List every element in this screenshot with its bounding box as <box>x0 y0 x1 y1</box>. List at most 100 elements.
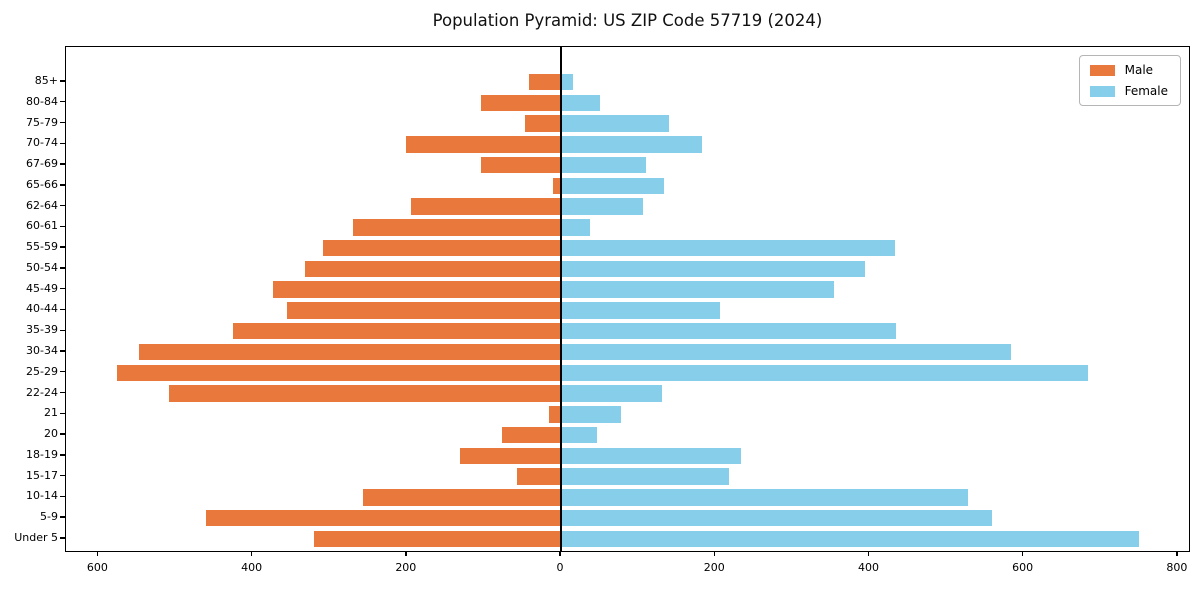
male-bar <box>480 156 562 174</box>
y-tick-mark <box>60 474 65 477</box>
y-tick-mark <box>60 454 65 456</box>
y-tick-label: Under 5 <box>14 530 58 544</box>
y-tick-label: 22-24 <box>26 385 58 399</box>
male-bar <box>411 198 562 215</box>
female-bar <box>561 198 643 215</box>
x-tick-label: 400 <box>241 561 263 574</box>
x-tick-mark <box>405 551 407 556</box>
x-tick-label: 800 <box>1166 561 1188 574</box>
female-bar <box>561 364 1089 382</box>
male-bar <box>168 385 562 402</box>
male-bar <box>233 322 562 340</box>
x-tick-label: 200 <box>395 561 417 574</box>
male-bar <box>528 73 562 91</box>
female-bar <box>561 322 896 340</box>
y-tick-mark <box>60 495 65 498</box>
y-tick-mark <box>60 412 65 414</box>
male-bar <box>116 364 562 382</box>
female-bar <box>561 239 895 257</box>
female-bar <box>561 468 730 485</box>
x-tick-mark <box>867 551 870 556</box>
male-bar <box>139 343 562 361</box>
male-bar <box>313 530 561 548</box>
y-tick-mark <box>60 267 65 269</box>
y-tick-mark <box>60 288 65 290</box>
male-bar <box>460 447 562 465</box>
female-bar <box>561 281 834 298</box>
female-bar <box>561 94 600 112</box>
y-tick-mark <box>60 80 65 82</box>
female-bar <box>561 426 598 444</box>
male-bar <box>272 281 562 298</box>
y-tick-mark <box>60 537 65 539</box>
y-tick-mark <box>60 371 65 373</box>
male-bar <box>205 509 562 527</box>
y-tick-label: 80-84 <box>26 94 58 108</box>
female-bar <box>561 177 665 195</box>
y-tick-label: 70-74 <box>26 136 58 150</box>
female-bar <box>561 219 590 236</box>
y-tick-label: 65-66 <box>26 177 58 191</box>
female-bar <box>561 302 720 319</box>
y-tick-label: 35-39 <box>26 323 58 337</box>
plot-area: Male Female <box>65 46 1190 552</box>
chart-title: Population Pyramid: US ZIP Code 57719 (2… <box>432 11 823 30</box>
y-tick-label: 40-44 <box>26 302 58 316</box>
male-bar <box>352 219 562 236</box>
y-tick-mark <box>60 246 65 248</box>
female-bar <box>561 509 993 527</box>
y-tick-mark <box>60 329 65 331</box>
y-tick-mark <box>60 142 65 144</box>
y-tick-mark <box>60 225 65 228</box>
male-bar <box>286 302 562 319</box>
y-tick-label: 20 <box>44 427 58 441</box>
male-bar <box>552 177 562 195</box>
y-tick-label: 18-19 <box>26 447 58 461</box>
y-tick-mark <box>60 516 65 518</box>
x-tick-label: 600 <box>86 561 108 574</box>
y-tick-label: 85+ <box>34 74 58 87</box>
female-bar <box>561 343 1012 361</box>
legend-row-female: Female <box>1089 84 1168 98</box>
male-bar <box>524 115 562 132</box>
male-bar <box>362 489 562 506</box>
y-tick-mark <box>60 121 65 124</box>
y-tick-label: 50-54 <box>26 260 58 274</box>
x-tick-mark <box>96 551 99 556</box>
y-tick-mark <box>60 391 65 394</box>
legend-male-swatch <box>1089 64 1115 76</box>
y-tick-label: 21 <box>44 406 58 420</box>
female-bar <box>561 447 742 465</box>
female-bar <box>561 406 622 423</box>
x-tick-mark <box>250 551 253 556</box>
female-bar <box>561 73 574 91</box>
y-tick-label: 10-14 <box>26 489 58 503</box>
male-bar <box>322 239 562 257</box>
y-tick-label: 15-17 <box>26 468 58 482</box>
female-bar <box>561 156 646 174</box>
x-tick-mark <box>559 551 561 556</box>
y-tick-mark <box>60 163 65 165</box>
y-tick-mark <box>60 350 65 352</box>
y-tick-mark <box>60 184 65 186</box>
male-bar <box>502 426 562 444</box>
female-bar <box>561 115 669 132</box>
female-bar <box>561 530 1139 548</box>
female-bar <box>561 385 663 402</box>
female-bar <box>561 136 703 153</box>
legend-male-label: Male <box>1124 63 1154 77</box>
male-bar <box>305 260 562 278</box>
x-tick-mark <box>1021 551 1024 556</box>
male-bar <box>480 94 562 112</box>
y-tick-label: 60-61 <box>26 219 58 233</box>
y-tick-label: 25-29 <box>26 364 58 378</box>
y-tick-mark <box>60 433 65 435</box>
y-tick-mark <box>60 308 65 311</box>
x-tick-label: 600 <box>1012 561 1034 574</box>
y-tick-label: 67-69 <box>26 157 58 171</box>
legend: Male Female <box>1078 55 1181 106</box>
x-tick-label: 400 <box>857 561 879 574</box>
female-bar <box>561 260 865 278</box>
y-tick-mark <box>60 204 65 207</box>
